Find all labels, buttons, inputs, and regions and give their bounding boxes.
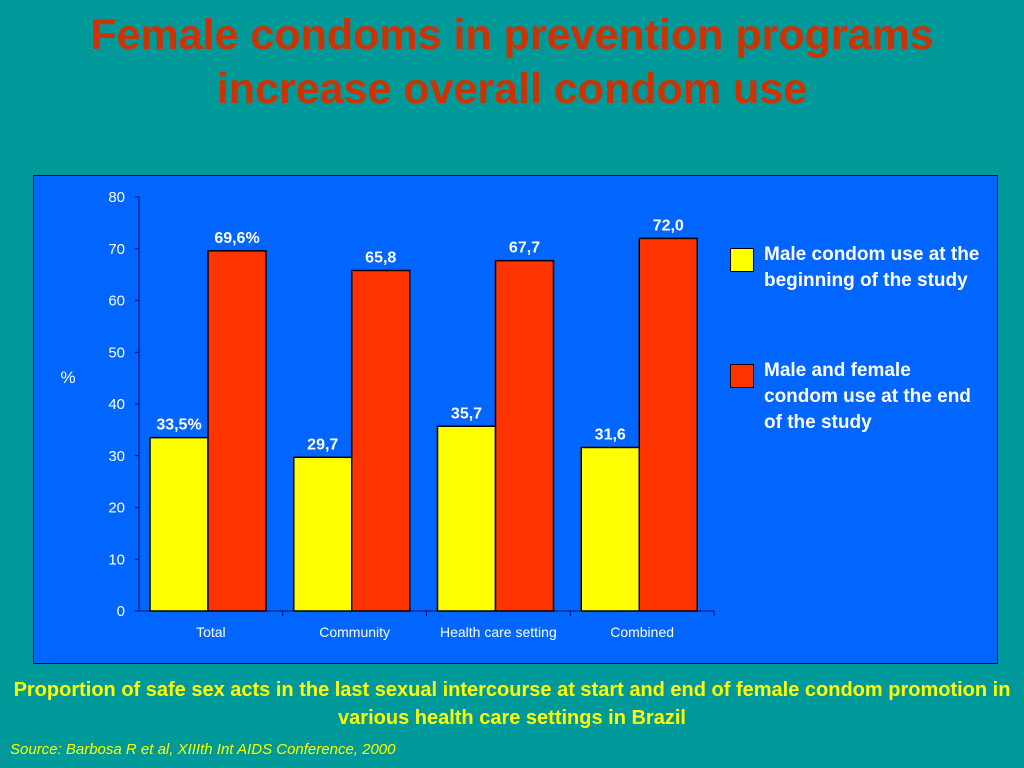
data-label: 35,7	[451, 405, 482, 422]
chart-caption: Proportion of safe sex acts in the last …	[13, 679, 1011, 729]
data-label: 29,7	[307, 436, 338, 453]
y-tick-label: 80	[108, 189, 125, 206]
legend-label-start: Male condom use at the beginning of the …	[764, 244, 980, 291]
data-label: 67,7	[509, 240, 540, 257]
x-category-label: Total	[196, 624, 226, 640]
data-label: 33,5%	[156, 417, 201, 434]
data-label: 72,0	[653, 217, 684, 234]
y-tick-label: 40	[108, 396, 125, 413]
data-label: 65,8	[365, 249, 396, 266]
bar-end	[207, 250, 267, 612]
legend-swatch-start	[730, 248, 754, 272]
x-category-label: Health care setting	[440, 624, 557, 640]
y-tick-label: 50	[108, 344, 125, 361]
y-tick-label: 60	[108, 293, 125, 310]
y-axis-label: %	[60, 368, 75, 387]
bar-chart: 0 10 20 30 40 50 60 70 80% 33,5% 69,6% Total 29,7 65,…	[60, 189, 715, 640]
bar-start	[436, 425, 497, 612]
bar-start	[293, 456, 353, 612]
y-tick-label: 70	[108, 241, 125, 258]
data-label: 31,6	[595, 426, 626, 443]
source-citation: Source: Barbosa R et al, XIIIth Int AIDS…	[10, 741, 396, 758]
x-category-label: Combined	[610, 624, 674, 640]
y-tick-label: 10	[108, 551, 125, 568]
data-label: 69,6%	[214, 230, 259, 247]
bar-start	[580, 446, 640, 612]
bar-end	[351, 269, 411, 612]
x-category-label: Community	[319, 624, 390, 640]
bar-end	[494, 259, 555, 612]
y-tick-label: 0	[117, 603, 125, 620]
legend-swatch-end	[730, 364, 754, 388]
y-tick-label: 30	[108, 448, 125, 465]
y-tick-label: 20	[108, 500, 125, 517]
chart-panel: 0 10 20 30 40 50 60 70 80% 33,5% 69,6% Total 29,7 65,…	[33, 175, 998, 664]
bar-end	[638, 237, 698, 612]
bar-start	[149, 436, 209, 612]
legend-label-end: Male and female condom use at the end of…	[764, 360, 971, 433]
slide-title: Female condoms in prevention programs in…	[90, 11, 934, 113]
